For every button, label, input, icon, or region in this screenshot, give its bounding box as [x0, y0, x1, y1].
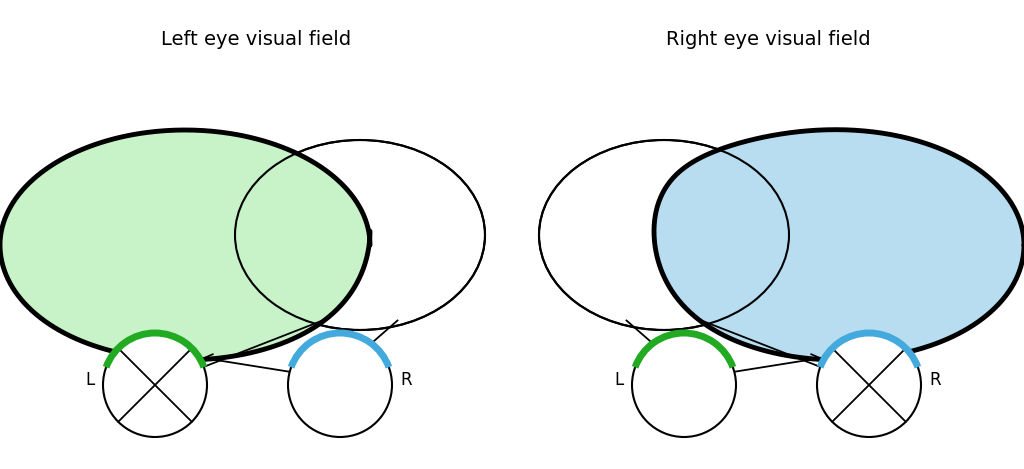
Circle shape	[103, 333, 207, 437]
Text: L: L	[614, 371, 624, 389]
Circle shape	[288, 333, 392, 437]
Polygon shape	[654, 129, 1024, 360]
Circle shape	[817, 333, 921, 437]
Circle shape	[632, 333, 736, 437]
Ellipse shape	[234, 140, 485, 330]
Text: Left eye visual field: Left eye visual field	[161, 30, 351, 49]
Ellipse shape	[539, 140, 790, 330]
Text: R: R	[929, 371, 941, 389]
Text: L: L	[86, 371, 95, 389]
Text: Right eye visual field: Right eye visual field	[666, 30, 870, 49]
Text: R: R	[400, 371, 412, 389]
Polygon shape	[0, 130, 370, 360]
